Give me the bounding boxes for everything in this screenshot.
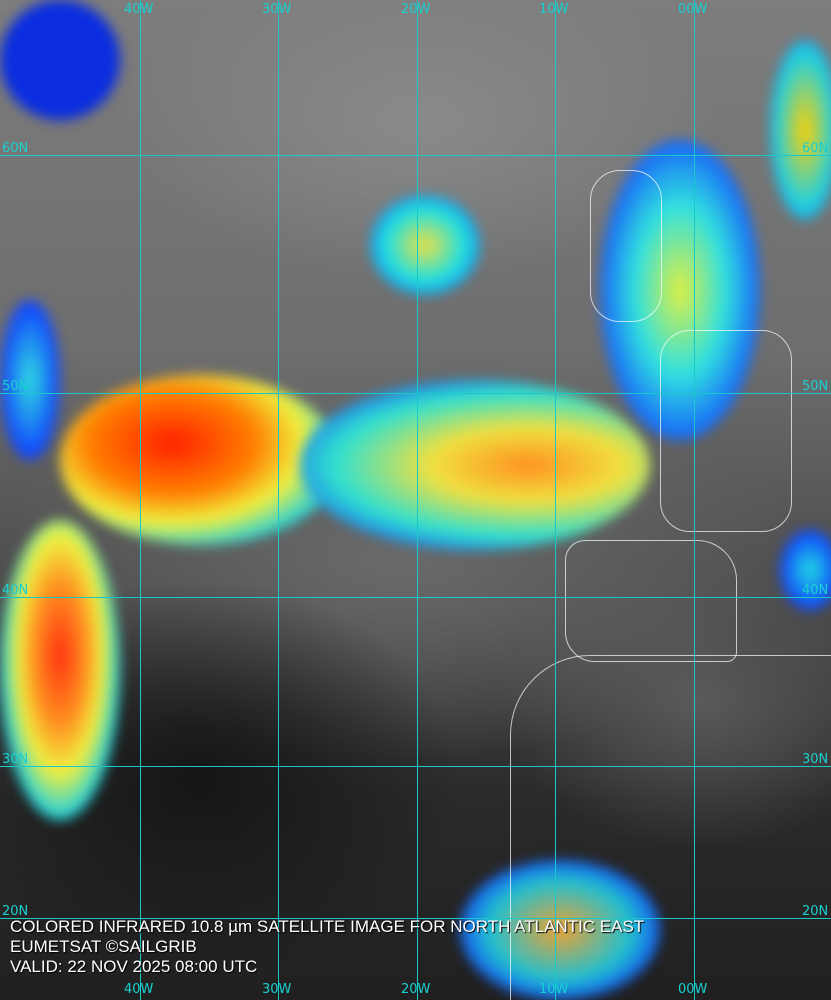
cloud-mediterranean	[780, 530, 831, 610]
lon-label: 10W	[539, 982, 569, 997]
parallel-40n	[0, 597, 831, 598]
cloud-greenland	[0, 0, 120, 120]
coastline-france	[660, 330, 792, 532]
lat-label: 30N	[2, 752, 29, 767]
lat-label: 40N	[2, 583, 29, 598]
lat-label: 60N	[2, 141, 29, 156]
meridian-00w	[694, 0, 695, 1000]
caption-valid-time: VALID: 22 NOV 2025 08:00 UTC	[10, 957, 258, 976]
caption-title: COLORED INFRARED 10.8 µm SATELLITE IMAGE…	[10, 917, 645, 936]
lon-label: 40W	[124, 2, 154, 17]
parallel-50n	[0, 393, 831, 394]
image-caption: COLORED INFRARED 10.8 µm SATELLITE IMAGE…	[10, 917, 644, 977]
cloud-west-edge	[0, 300, 60, 460]
lon-label: 00W	[678, 2, 708, 17]
lat-label: 40N	[802, 583, 829, 598]
lon-label: 00W	[678, 982, 708, 997]
lat-label: 50N	[2, 379, 29, 394]
lon-label: 20W	[401, 2, 431, 17]
meridian-40w	[140, 0, 141, 1000]
lon-label: 30W	[262, 2, 292, 17]
cloud-band-east	[300, 380, 650, 550]
lon-label: 20W	[401, 982, 431, 997]
cloud-scandinavia	[770, 40, 831, 220]
cloud-iceland-south	[370, 195, 480, 295]
meridian-10w	[555, 0, 556, 1000]
parallel-20n	[0, 918, 831, 919]
meridian-20w	[417, 0, 418, 1000]
cloud-southwest	[0, 520, 120, 820]
coastline-britain	[590, 170, 662, 322]
lat-label: 60N	[802, 141, 829, 156]
parallel-30n	[0, 766, 831, 767]
lon-label: 10W	[539, 2, 569, 17]
coastline-iberia	[565, 540, 737, 662]
meridian-30w	[278, 0, 279, 1000]
caption-source: EUMETSAT ©SAILGRIB	[10, 937, 197, 956]
lat-label: 30N	[802, 752, 829, 767]
lat-label: 20N	[2, 904, 29, 919]
lon-label: 40W	[124, 982, 154, 997]
lat-label: 50N	[802, 379, 829, 394]
cloud-frontal-band	[60, 375, 340, 545]
coastline-africa	[510, 655, 831, 1000]
lat-label: 20N	[802, 904, 829, 919]
cloud-uk	[600, 140, 760, 440]
parallel-60n	[0, 155, 831, 156]
lon-label: 30W	[262, 982, 292, 997]
